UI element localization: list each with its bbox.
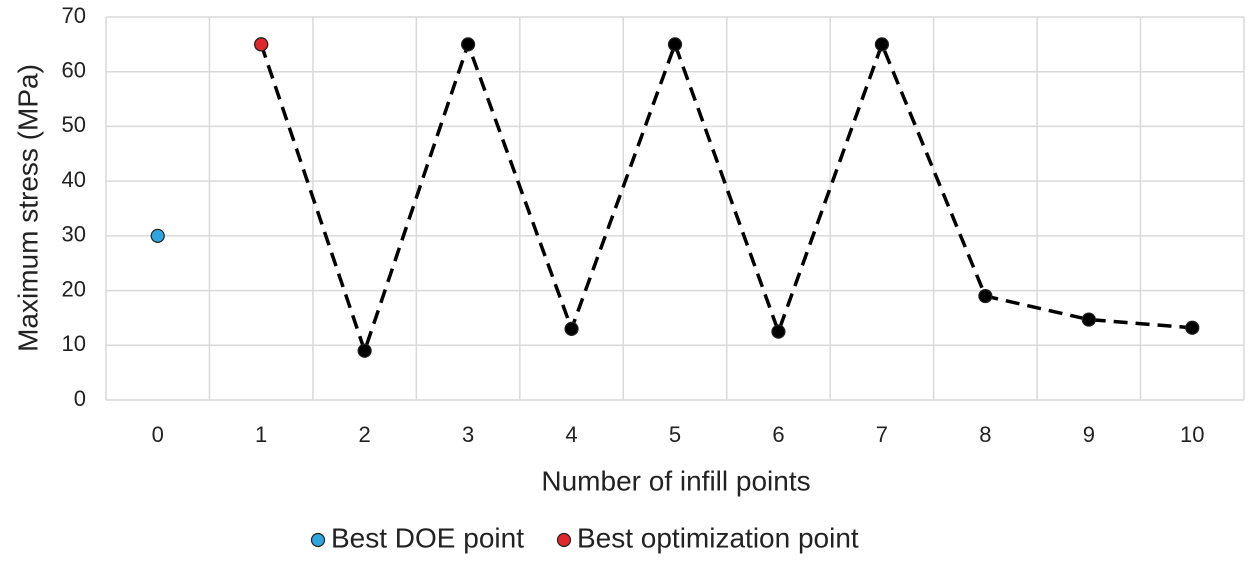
y-axis-label: Maximum stress (MPa) [12, 64, 43, 352]
legend-marker [556, 532, 572, 548]
data-point [667, 37, 683, 52]
legend-label: Best optimization point [577, 522, 859, 553]
legend-label: Best DOE point [331, 522, 524, 553]
y-tick-label: 60 [62, 58, 86, 83]
x-tick-label: 3 [462, 422, 474, 447]
data-point [771, 324, 786, 339]
x-axis-label: Number of infill points [541, 465, 810, 496]
data-point [460, 37, 476, 52]
data-point [978, 288, 993, 304]
x-tick-label: 2 [359, 422, 371, 447]
data-point [1081, 312, 1096, 327]
series-line [259, 39, 1193, 357]
x-tick-label: 0 [152, 422, 164, 447]
data-point [1185, 320, 1200, 335]
data-point [874, 37, 890, 52]
data-point [357, 343, 372, 358]
y-tick-label: 20 [62, 276, 86, 301]
y-tick-label: 30 [62, 222, 86, 247]
data-point [564, 321, 579, 336]
x-tick-label: 6 [772, 422, 784, 447]
y-tick-label: 50 [62, 112, 86, 137]
x-tick-label: 9 [1083, 422, 1095, 447]
y-tick-label: 0 [74, 386, 86, 411]
x-tick-label: 5 [669, 422, 681, 447]
y-tick-label: 10 [62, 331, 86, 356]
data-point [150, 228, 165, 243]
y-tick-label: 40 [62, 167, 86, 192]
x-tick-label: 1 [255, 422, 267, 447]
x-tick-label: 4 [565, 422, 577, 447]
legend-marker [310, 532, 326, 548]
x-tick-label: 7 [876, 422, 888, 447]
y-tick-label: 70 [62, 3, 86, 28]
x-tick-label: 8 [979, 422, 991, 447]
data-point [254, 37, 269, 52]
x-tick-label: 10 [1180, 422, 1204, 447]
